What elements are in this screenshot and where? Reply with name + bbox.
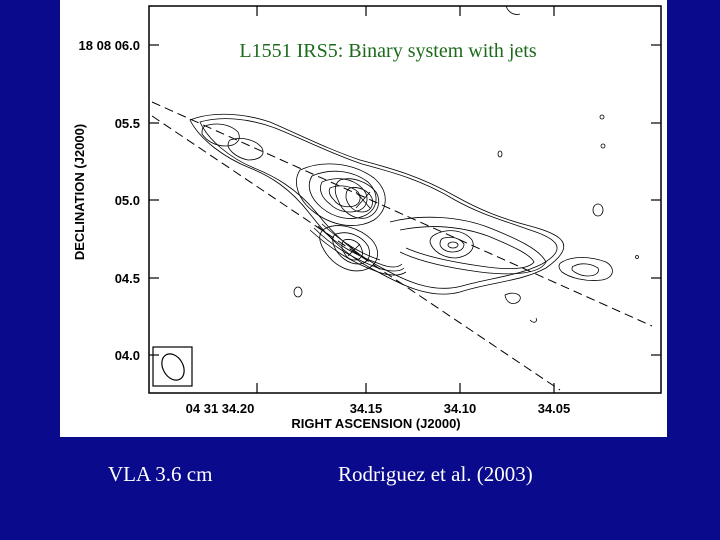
x-tick-marks bbox=[256, 6, 555, 393]
y-tick-label: 04.5 bbox=[115, 271, 140, 286]
x-tick-label: 34.10 bbox=[444, 401, 477, 416]
y-tick-label: 18 08 06.0 bbox=[79, 38, 140, 53]
y-tick-label: 05.0 bbox=[115, 193, 140, 208]
y-tick-marks bbox=[149, 44, 661, 356]
beam-inset-box bbox=[152, 346, 193, 387]
caption-reference: Rodriguez et al. (2003) bbox=[338, 462, 533, 486]
beam-ellipse bbox=[161, 353, 185, 381]
plot-title: L1551 IRS5: Binary system with jets bbox=[239, 40, 537, 62]
x-tick-label: 34.15 bbox=[350, 401, 383, 416]
contour-lines bbox=[189, 5, 639, 323]
x-axis-title: RIGHT ASCENSION (J2000) bbox=[291, 416, 460, 431]
y-axis-title: DECLINATION (J2000) bbox=[72, 124, 87, 260]
y-tick-label: 04.0 bbox=[115, 348, 140, 363]
x-tick-label: 34.05 bbox=[538, 401, 571, 416]
caption-instrument: VLA 3.6 cm bbox=[108, 462, 213, 486]
plot-frame bbox=[148, 5, 662, 394]
y-tick-label: 05.5 bbox=[115, 116, 140, 131]
radio-map-figure: 18 08 06.0 05.5 05.0 04.5 04.0 04 31 34.… bbox=[60, 0, 667, 437]
contour-plot: 18 08 06.0 05.5 05.0 04.5 04.0 04 31 34.… bbox=[72, 5, 662, 431]
x-tick-label: 04 31 34.20 bbox=[186, 401, 255, 416]
jet-axis-lines bbox=[151, 101, 653, 391]
